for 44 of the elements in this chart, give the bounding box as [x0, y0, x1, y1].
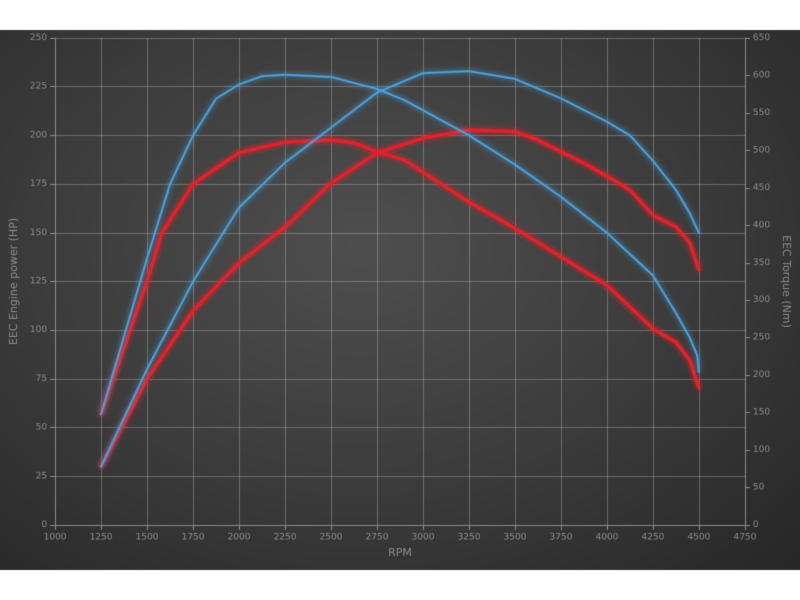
y-tick-label: 225 — [30, 82, 48, 92]
y-tick-label: 250 — [30, 33, 48, 43]
y2-tick-label: 0 — [752, 520, 759, 530]
y2-tick-label: 650 — [752, 33, 770, 43]
y-tick-label: 200 — [30, 130, 48, 140]
y2-tick-label: 50 — [752, 482, 765, 493]
y-tick-label: 125 — [30, 276, 48, 286]
x-tick-label: 4250 — [641, 532, 665, 542]
x-tick-label: 2250 — [274, 532, 297, 542]
y2-tick-label: 200 — [752, 370, 770, 380]
y2-tick-label: 300 — [752, 295, 770, 306]
x-tick-label: 3250 — [458, 532, 481, 542]
y2-axis-title: EEC Torque (Nm) — [780, 235, 793, 328]
x-tick-label: 4000 — [596, 532, 619, 542]
x-tick-label: 1500 — [136, 532, 159, 542]
y-tick-label: 100 — [30, 325, 48, 336]
x-tick-label: 1250 — [90, 532, 113, 542]
y-tick-label: 75 — [36, 374, 48, 384]
x-tick-label: 3750 — [550, 532, 573, 542]
y2-tick-label: 500 — [752, 145, 770, 156]
x-tick-label: 1750 — [182, 532, 205, 542]
y2-tick-label: 100 — [752, 445, 770, 456]
y2-tick-label: 550 — [752, 108, 770, 118]
y2-tick-label: 250 — [752, 332, 770, 343]
x-tick-label: 3000 — [412, 532, 435, 542]
y-tick-label: 150 — [30, 228, 48, 238]
y-tick-label: 175 — [30, 179, 48, 190]
y-tick-label: 0 — [41, 520, 48, 530]
x-tick-label: 4750 — [733, 532, 757, 542]
y-tick-label: 25 — [36, 471, 48, 482]
x-tick-label: 2000 — [228, 532, 251, 542]
y2-tick-label: 350 — [752, 258, 770, 268]
x-tick-label: 4500 — [687, 532, 711, 542]
y-axis-title: EEC Engine power (HP) — [7, 218, 20, 346]
y2-tick-label: 600 — [752, 70, 770, 80]
y-tick-label: 50 — [36, 422, 48, 433]
x-tick-label: 1000 — [44, 532, 67, 542]
y2-tick-label: 450 — [752, 182, 770, 193]
x-tick-label: 3500 — [504, 532, 527, 542]
x-tick-label: 2500 — [320, 532, 343, 542]
y2-tick-label: 400 — [752, 220, 770, 230]
y2-tick-label: 150 — [752, 408, 770, 418]
x-tick-label: 2750 — [366, 532, 389, 542]
x-axis-title: RPM — [388, 546, 412, 559]
